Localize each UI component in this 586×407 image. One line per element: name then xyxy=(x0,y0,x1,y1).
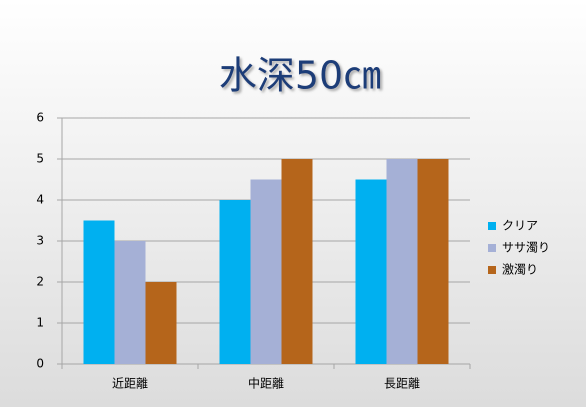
legend-label: クリア xyxy=(502,219,538,233)
y-tick-label: 2 xyxy=(36,275,44,289)
legend-swatch xyxy=(488,222,496,230)
bar xyxy=(250,179,282,364)
legend-swatch xyxy=(488,244,496,252)
y-tick-label: 1 xyxy=(36,316,44,330)
y-tick-label: 5 xyxy=(36,152,44,166)
bar xyxy=(417,159,449,364)
y-tick-label: 6 xyxy=(36,111,44,125)
x-tick-label: 近距離 xyxy=(112,377,148,391)
legend-label: 激濁り xyxy=(502,263,538,277)
y-tick-label: 4 xyxy=(36,193,44,207)
bar xyxy=(219,200,251,364)
bar xyxy=(386,159,418,364)
legend-label: ササ濁り xyxy=(502,241,550,255)
x-tick-label: 中距離 xyxy=(248,376,284,391)
y-tick-label: 0 xyxy=(36,357,44,371)
bar xyxy=(145,282,177,364)
chart-title: 水深50㎝ xyxy=(219,54,381,98)
x-tick-label: 長距離 xyxy=(384,377,420,391)
bar xyxy=(114,241,146,364)
bar xyxy=(355,179,387,364)
bar xyxy=(83,220,115,364)
legend-swatch xyxy=(488,266,496,274)
y-tick-label: 3 xyxy=(36,234,44,248)
bar xyxy=(281,159,313,364)
